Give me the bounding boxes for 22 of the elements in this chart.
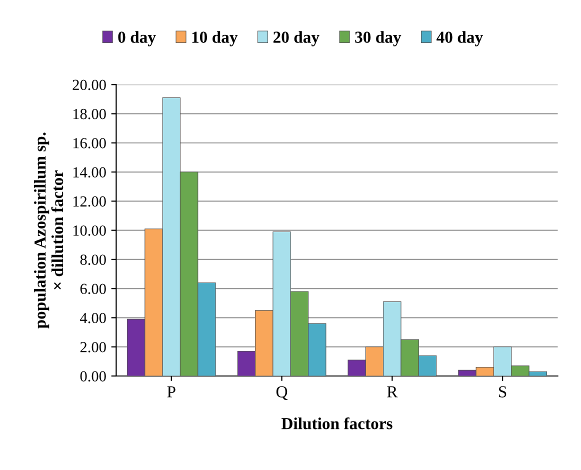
x-tick-label: P [167, 386, 176, 398]
x-tick-label: Q [276, 386, 288, 400]
y-tick-label: 20.00 [72, 80, 106, 90]
y-tick-label: 10.00 [73, 225, 106, 236]
y-tick-label: 16.00 [73, 138, 106, 148]
legend-label: 10 day [192, 31, 238, 46]
y-axis-title: population Azospirillum sp. × dillution factor [34, 132, 64, 328]
x-axis-title: Dilution factors [281, 417, 392, 430]
y-tick-label: 6.00 [80, 284, 106, 294]
y-tick-label: 4.00 [80, 312, 106, 324]
legend-label: 0 day [118, 31, 156, 46]
y-tick-label: 12.00 [73, 196, 106, 207]
y-tick-label: 14.00 [73, 167, 106, 178]
y-tick-label: 8.00 [80, 254, 106, 265]
legend-label: 30 day [355, 31, 402, 46]
y-tick-label: 0.00 [80, 371, 106, 382]
y-tick-label: 18.00 [73, 108, 106, 120]
legend-label: 20 day [273, 31, 320, 46]
y-tick-label: 2.00 [80, 342, 106, 352]
x-tick-label: R [387, 386, 398, 398]
legend-label: 40 day [436, 31, 483, 46]
x-tick-label: S [499, 386, 506, 398]
